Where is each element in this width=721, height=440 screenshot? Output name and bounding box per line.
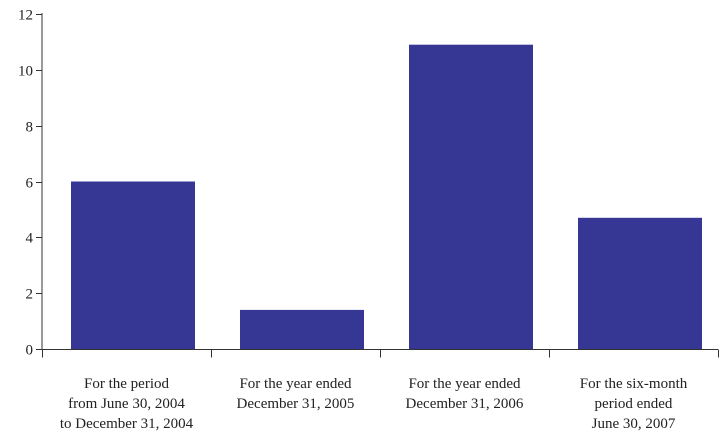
x-category-label: For the year ended [239, 376, 352, 392]
y-axis: 0 2 4 6 8 10 12 [18, 8, 43, 359]
x-category-label: For the period [84, 376, 169, 392]
bar [240, 309, 364, 349]
category-labels: For the period from June 30, 2004 to Decem… [60, 376, 688, 432]
x-category-label: December 31, 2006 [406, 396, 524, 412]
x-category-label: For the year ended [408, 376, 521, 392]
x-category-label: period ended [595, 396, 673, 412]
y-tick-label: 8 [26, 120, 34, 136]
bar [578, 217, 702, 349]
bar [71, 181, 195, 349]
y-tick-label: 12 [18, 8, 33, 24]
y-tick-label: 10 [18, 64, 33, 80]
y-tick-label: 2 [26, 287, 34, 303]
y-tick-label: 4 [26, 231, 34, 247]
x-category-label: For the six-month [580, 376, 688, 392]
x-category-label: December 31, 2005 [237, 396, 355, 412]
bars [71, 44, 702, 349]
y-tick-label: 0 [26, 343, 34, 359]
x-category-label: June 30, 2007 [592, 416, 676, 432]
bar [409, 44, 533, 349]
y-tick-label: 6 [26, 176, 34, 192]
x-category-label: to December 31, 2004 [60, 416, 194, 432]
x-axis [42, 349, 719, 358]
x-category-label: from June 30, 2004 [68, 396, 185, 412]
